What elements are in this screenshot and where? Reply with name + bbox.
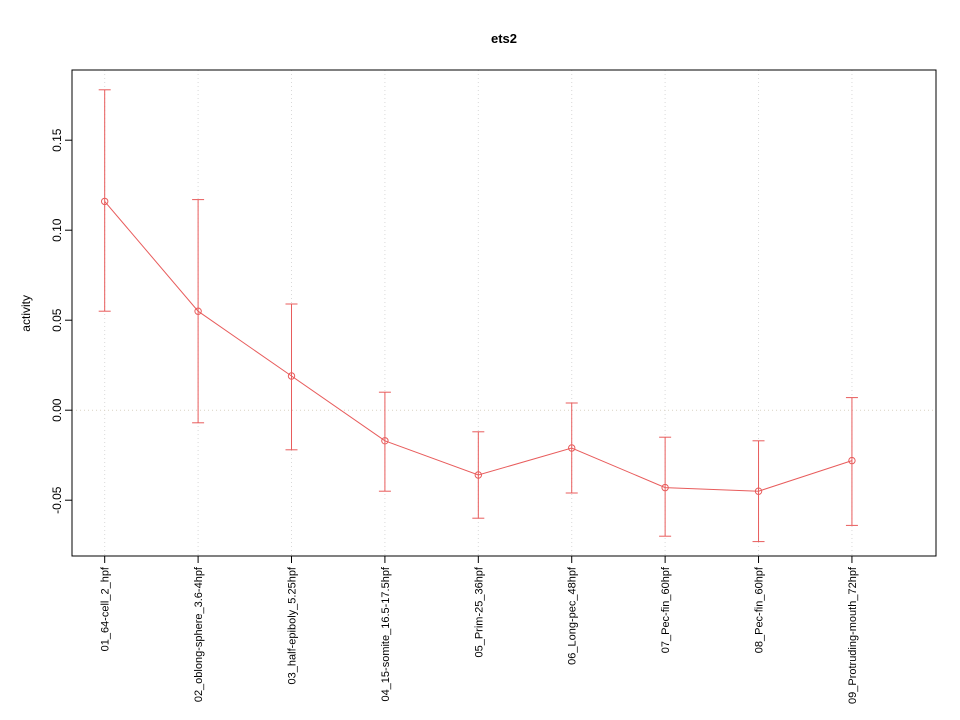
chart-title: ets2 xyxy=(490,31,518,46)
x-tick-label: 04_15-somite_16.5-17.5hpf xyxy=(380,566,392,701)
data-point xyxy=(754,487,763,495)
data-point xyxy=(661,483,669,492)
x-tick-label: 08_Pec-fin_60hpf xyxy=(754,566,766,653)
data-point xyxy=(287,372,296,380)
x-tick-label: 03_half-epiboly_5.25hpf xyxy=(287,566,299,684)
y-tick-label: 0.10 xyxy=(50,218,64,242)
x-tick-label: 07_Pec-fin_60hpf xyxy=(660,566,672,653)
data-point xyxy=(194,307,202,315)
data-point xyxy=(100,197,109,206)
data-point xyxy=(568,444,576,452)
data-point xyxy=(848,456,856,465)
x-tick-label: 09_Protruding-mouth_72hpf xyxy=(847,566,859,704)
y-tick-label: -0.05 xyxy=(50,486,64,514)
x-tick-label: 06_Long-pec_48hpf xyxy=(567,566,579,665)
plot-border xyxy=(71,69,937,557)
x-tick-label: 05_Prim-25_36hpf xyxy=(473,566,485,657)
data-point xyxy=(474,471,483,479)
y-tick-label: 0.00 xyxy=(50,398,64,422)
data-point xyxy=(381,437,389,445)
x-tick-label: 01_64-cell_2_hpf xyxy=(100,566,112,651)
y-tick-label: 0.05 xyxy=(50,308,64,332)
y-tick-label: 0.15 xyxy=(50,128,64,152)
series-line xyxy=(104,201,853,492)
x-tick-label: 02_oblong-sphere_3.6-4hpf xyxy=(193,566,205,702)
